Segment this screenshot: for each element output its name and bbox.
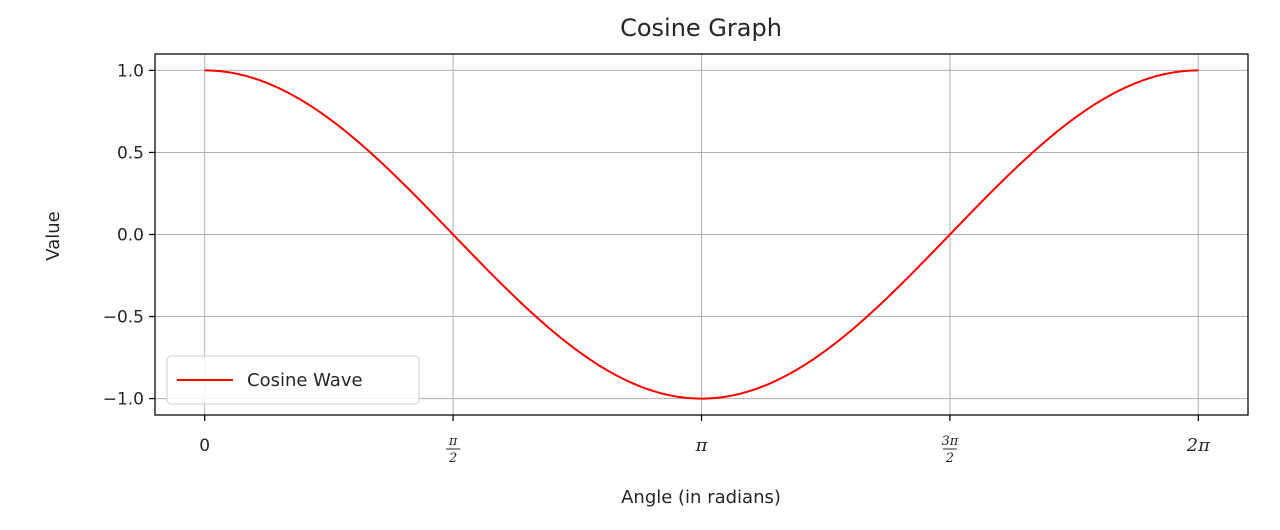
series-layer — [204, 69, 1199, 400]
x-axis-label: Angle (in radians) — [621, 487, 781, 508]
legend: Cosine Wave — [166, 355, 420, 405]
x-tick-fraction-numerator: π — [448, 434, 458, 449]
legend-box — [166, 355, 420, 405]
y-ticks: 1.0 0.5 0.0 −0.5 −1.0 — [103, 61, 155, 410]
legend-entry-label: Cosine Wave — [247, 370, 363, 391]
chart-title: Cosine Graph — [620, 14, 782, 42]
x-tick-label: π — [695, 435, 709, 456]
y-tick-label: −0.5 — [103, 308, 144, 328]
y-tick-label: 1.0 — [117, 61, 144, 81]
x-tick-fraction-denominator: 2 — [448, 451, 457, 466]
x-tick-fraction-numerator: 3π — [942, 434, 959, 449]
x-tick-text: 0 — [199, 436, 210, 456]
series-line-cosine-wave — [204, 69, 1199, 400]
grid — [155, 54, 1248, 415]
y-tick-label: −1.0 — [103, 390, 144, 410]
x-tick-label: 2π — [1186, 435, 1211, 456]
x-tick-text: π — [695, 435, 709, 456]
x-tick-label: π2 — [446, 434, 461, 466]
x-tick-label: 0 — [199, 436, 210, 456]
y-axis-label: Value — [43, 211, 64, 260]
y-tick-label: 0.0 — [117, 226, 144, 246]
x-tick-text: 2π — [1186, 435, 1211, 456]
x-tick-fraction-denominator: 2 — [945, 451, 954, 466]
x-tick-label: 3π2 — [942, 434, 959, 466]
y-tick-label: 0.5 — [117, 143, 144, 163]
